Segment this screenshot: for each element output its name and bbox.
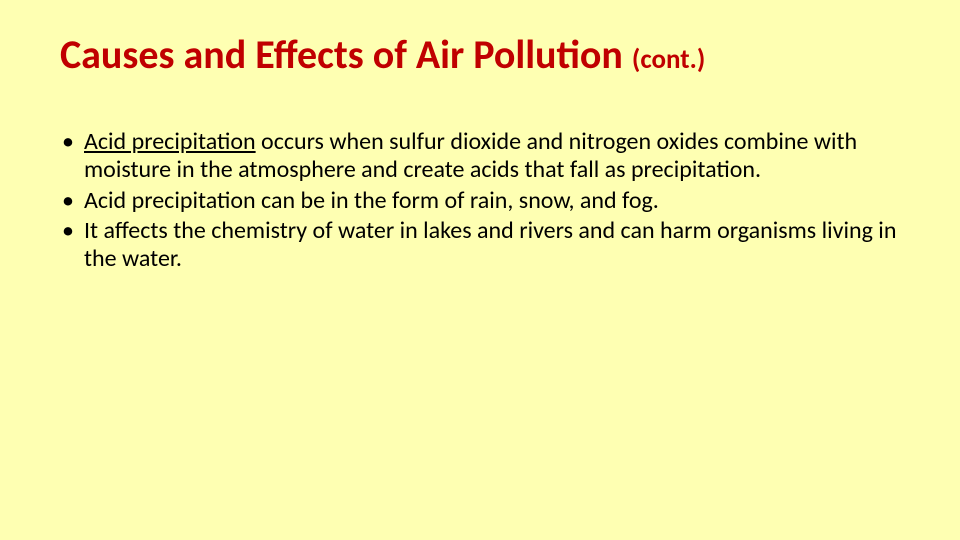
title-suffix: (cont.) xyxy=(632,43,705,76)
list-item: Acid precipitation can be in the form of… xyxy=(60,187,900,215)
list-item: Acid precipitation occurs when sulfur di… xyxy=(60,128,900,185)
bullet-list: Acid precipitation occurs when sulfur di… xyxy=(60,128,900,274)
bullet-text: Acid precipitation can be in the form of… xyxy=(84,186,659,215)
slide-title: Causes and Effects of Air Pollution (con… xyxy=(60,32,900,78)
bullet-text: It affects the chemistry of water in lak… xyxy=(84,216,896,273)
list-item: It affects the chemistry of water in lak… xyxy=(60,217,900,274)
slide: Causes and Effects of Air Pollution (con… xyxy=(0,0,960,540)
term-underline: Acid precipitation xyxy=(84,127,256,156)
title-main: Causes and Effects of Air Pollution xyxy=(60,30,632,79)
